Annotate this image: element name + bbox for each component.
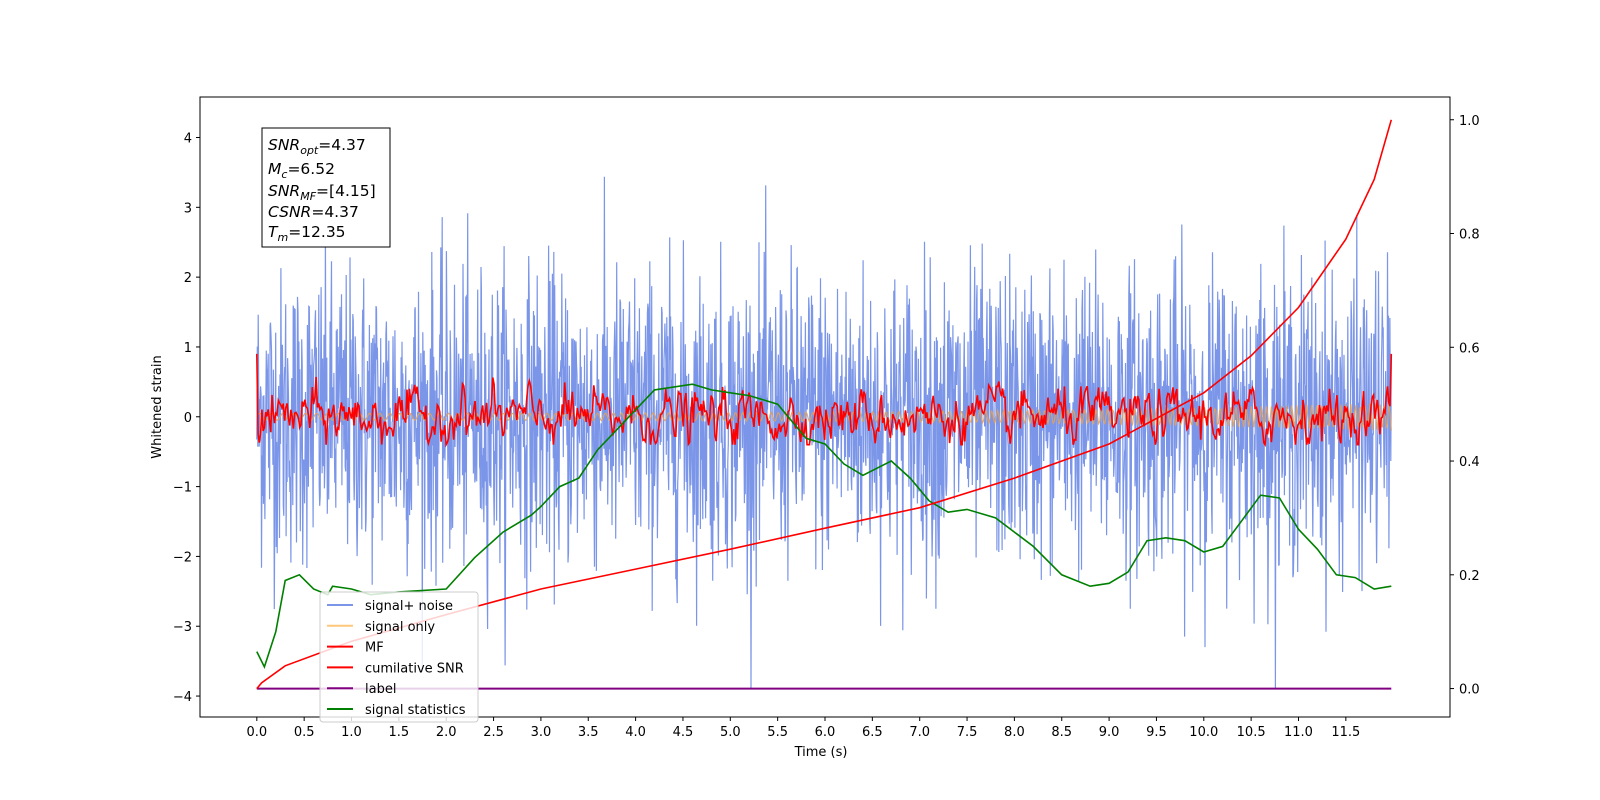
- y-tick-label: −1: [173, 481, 192, 496]
- y-axis-left: 4 3 2 1 0 −1 −2 −3 −4: [173, 131, 200, 705]
- y-tick-label: 3: [184, 201, 192, 216]
- x-tick-label: 2.5: [483, 725, 504, 740]
- legend-label: signal+ noise: [365, 599, 453, 614]
- info-tm: Tm=12.35: [268, 223, 346, 244]
- series-signal-only: [256, 403, 1392, 431]
- y-axis-label: Whitened strain: [150, 355, 165, 458]
- x-tick-label: 4.5: [673, 725, 694, 740]
- legend-label: MF: [365, 641, 384, 656]
- y-tick-label: −4: [173, 690, 192, 705]
- y2-tick-label: 0.2: [1459, 569, 1480, 584]
- x-axis-label: Time (s): [794, 745, 848, 760]
- x-tick-label: 2.0: [436, 725, 457, 740]
- x-tick-label: 0.0: [246, 725, 267, 740]
- legend-label: cumilative SNR: [365, 661, 464, 676]
- x-axis: 0.0 0.5 1.0 1.5 2.0 2.5 3.0 3.5 4.0 4.5 5.0 5.5 6.0 6…: [246, 717, 1360, 740]
- legend-label: label: [365, 682, 396, 697]
- x-tick-label: 9.5: [1146, 725, 1167, 740]
- legend-label: signal statistics: [365, 703, 466, 718]
- legend-label: signal only: [365, 620, 435, 635]
- y-tick-label: −3: [173, 620, 192, 635]
- x-tick-label: 7.0: [909, 725, 930, 740]
- x-tick-label: 10.5: [1237, 725, 1266, 740]
- y-tick-label: 0: [184, 411, 192, 426]
- y2-tick-label: 0.6: [1459, 341, 1480, 356]
- x-tick-label: 5.5: [767, 725, 788, 740]
- y2-tick-label: 1.0: [1459, 114, 1480, 129]
- x-tick-label: 11.0: [1284, 725, 1313, 740]
- info-csnr: CSNR=4.37: [268, 203, 359, 221]
- x-tick-label: 4.0: [625, 725, 646, 740]
- x-tick-label: 11.5: [1331, 725, 1360, 740]
- x-tick-label: 1.5: [389, 725, 410, 740]
- y-tick-label: −2: [173, 550, 192, 565]
- series-mf: [256, 353, 1393, 448]
- y2-tick-label: 0.4: [1459, 455, 1480, 470]
- y-tick-label: 1: [184, 341, 192, 356]
- info-snr-mf: SNRMF=[4.15]: [268, 182, 376, 203]
- x-tick-label: 8.0: [1004, 725, 1025, 740]
- x-tick-label: 3.0: [531, 725, 552, 740]
- x-tick-label: 0.5: [294, 725, 315, 740]
- legend: signal+ noise signal only MF cumilative SNR…: [319, 591, 479, 723]
- series-signal-noise: [256, 176, 1392, 690]
- x-tick-label: 1.0: [341, 725, 362, 740]
- x-tick-label: 9.0: [1099, 725, 1120, 740]
- y-axis-right: 1.0 0.8 0.6 0.4 0.2 0.0: [1450, 114, 1480, 698]
- y-tick-label: 4: [184, 131, 192, 146]
- y2-tick-label: 0.0: [1459, 683, 1480, 698]
- info-snr-opt: SNRopt=4.37: [268, 136, 366, 157]
- x-tick-label: 7.5: [957, 725, 978, 740]
- y-tick-label: 2: [184, 271, 192, 286]
- x-tick-label: 5.0: [720, 725, 741, 740]
- info-box: SNRopt=4.37 Mc=6.52 SNRMF=[4.15] CSNR=4.…: [261, 127, 391, 248]
- x-tick-label: 8.5: [1051, 725, 1072, 740]
- info-mc: Mc=6.52: [268, 160, 335, 181]
- x-tick-label: 3.5: [578, 725, 599, 740]
- x-tick-label: 10.0: [1189, 725, 1218, 740]
- x-tick-label: 6.5: [862, 725, 883, 740]
- y2-tick-label: 0.8: [1459, 228, 1480, 243]
- x-tick-label: 6.0: [815, 725, 836, 740]
